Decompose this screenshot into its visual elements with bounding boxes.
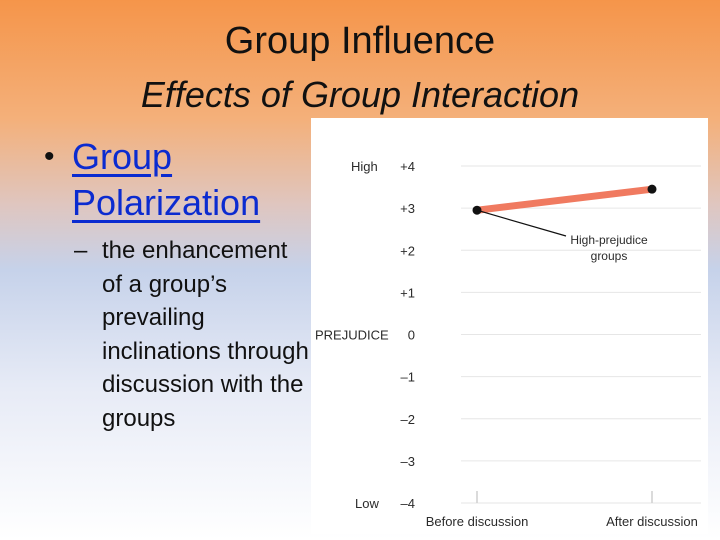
y-tick-label: +2: [400, 243, 415, 258]
y-tick-label: +3: [400, 201, 415, 216]
y-high-label: High: [351, 159, 378, 174]
sub-bullet-marker: –: [74, 237, 88, 264]
x-tick-label: Before discussion: [426, 514, 529, 529]
y-tick-label: –1: [401, 370, 415, 385]
y-tick-label: 0: [408, 328, 415, 343]
series-line: [473, 185, 656, 214]
y-tick-label: +1: [400, 285, 415, 300]
data-point: [647, 184, 657, 194]
sub-bullet-text: the enhancement of a group’s prevailing …: [102, 237, 309, 432]
slide-title: Group Influence: [224, 20, 496, 62]
y-tick-label: +4: [400, 159, 415, 174]
group-polarization-link[interactable]: Group Polarization: [72, 136, 261, 223]
annotation-leader-line: [476, 209, 567, 237]
y-tick-label: –3: [401, 454, 415, 469]
y-axis-label: PREJUDICE: [315, 328, 389, 343]
bullet-marker: •: [44, 140, 55, 173]
x-tick-label: After discussion: [606, 514, 698, 529]
prejudice-chart: PREJUDICE High Low +4 +3 +2 +1 0 –1 –2 –3 –4 Bef…: [315, 159, 701, 529]
y-tick-label: –4: [401, 496, 415, 511]
annotation-label-line1: High-prejudice: [570, 233, 648, 247]
y-low-label: Low: [355, 496, 379, 511]
slide-subtitle: Effects of Group Interaction: [140, 74, 580, 115]
annotation-label-line2: groups: [591, 249, 628, 263]
y-tick-label: –2: [401, 412, 415, 427]
chart-panel: PREJUDICE High Low +4 +3 +2 +1 0 –1 –2 –3 –4 Bef…: [311, 118, 708, 534]
